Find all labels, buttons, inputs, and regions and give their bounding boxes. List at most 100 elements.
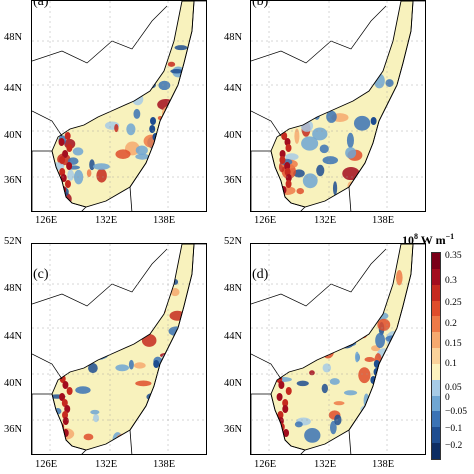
cool-anomaly <box>72 147 84 156</box>
warm-anomaly <box>282 405 289 413</box>
colorbar-segment <box>432 332 440 349</box>
coastline <box>51 244 195 451</box>
cool-anomaly <box>385 79 394 87</box>
warm-anomaly <box>62 417 69 425</box>
colorbar-label: 0.2 <box>445 319 457 329</box>
unit-base: 10 <box>402 233 414 247</box>
warm-anomaly <box>62 411 69 419</box>
cool-anomaly <box>346 132 354 149</box>
warm-anomaly <box>284 138 291 146</box>
colorbar-segment <box>432 363 440 381</box>
lat-tick-36n-d: 36N <box>224 424 243 435</box>
warm-anomaly <box>83 433 94 441</box>
lat-tick-40n-c: 40N <box>4 378 23 389</box>
warm-anomaly <box>276 393 283 401</box>
land-area <box>251 244 401 394</box>
lat-tick-48n-b: 48N <box>224 32 243 43</box>
cool-anomaly <box>332 181 338 196</box>
warm-anomaly <box>66 144 73 152</box>
cool-anomaly <box>88 363 98 374</box>
lon-tick-126e-a: 126E <box>35 215 58 226</box>
panel-label-b: (b) <box>252 0 269 9</box>
warm-anomaly <box>309 370 315 376</box>
warm-anomaly <box>61 399 68 407</box>
map-svg <box>32 244 206 454</box>
cool-anomaly <box>321 383 329 394</box>
land-area <box>251 1 401 151</box>
cool-anomaly <box>150 117 157 125</box>
warm-anomaly <box>285 387 292 395</box>
cool-anomaly <box>126 123 136 136</box>
cool-anomaly <box>343 390 358 396</box>
warm-anomaly <box>96 168 107 183</box>
warm-anomaly <box>59 168 66 176</box>
lon-tick-138e-d: 138E <box>372 459 395 470</box>
cool-anomaly <box>329 378 340 385</box>
cool-anomaly <box>294 421 303 428</box>
lon-tick-138e-a: 138E <box>153 215 176 226</box>
lat-tick-48n-c: 48N <box>4 283 23 294</box>
colorbar-segment <box>432 253 440 270</box>
colorbar-label: 0.1 <box>445 359 457 369</box>
cool-anomaly <box>296 380 309 387</box>
lat-tick-44n-c: 44N <box>4 331 23 342</box>
cool-anomaly <box>322 156 339 165</box>
warm-anomaly <box>364 356 375 362</box>
lon-tick-126e-b: 126E <box>254 215 277 226</box>
coastline <box>270 1 414 208</box>
warm-anomaly <box>296 187 304 195</box>
warm-anomaly <box>86 169 92 178</box>
lat-tick-40n-b: 40N <box>224 130 243 141</box>
sea-area <box>271 1 413 207</box>
warm-anomaly <box>62 150 69 158</box>
colorbar-segment <box>432 284 440 302</box>
colorbar-segment <box>432 443 440 460</box>
warm-anomaly <box>167 61 176 67</box>
cool-anomaly <box>304 428 321 443</box>
warm-anomaly <box>285 144 292 152</box>
warm-anomaly <box>114 124 119 133</box>
colorbar-label: −0.1 <box>445 424 463 434</box>
lon-tick-138e-b: 138E <box>372 215 395 226</box>
colorbar <box>431 252 441 460</box>
cool-anomaly <box>326 110 337 123</box>
cool-anomaly <box>119 435 132 441</box>
warm-anomaly <box>285 180 292 188</box>
cool-anomaly <box>75 386 91 394</box>
cool-anomaly <box>302 173 318 189</box>
cool-anomaly <box>316 164 325 177</box>
panel-label-a: (a) <box>33 0 49 9</box>
colorbar-label: 0 <box>445 393 450 403</box>
lat-tick-40n-d: 40N <box>224 378 243 389</box>
coastline <box>270 244 414 451</box>
lon-tick-126e-d: 126E <box>254 459 277 470</box>
colorbar-segment <box>432 268 440 286</box>
cool-anomaly <box>174 45 188 51</box>
colorbar-label: 0.3 <box>445 276 457 286</box>
warm-anomaly <box>282 399 289 407</box>
cool-anomaly <box>153 360 160 368</box>
cool-anomaly <box>133 108 141 119</box>
cool-anomaly <box>89 159 95 171</box>
lon-tick-138e-c: 138E <box>153 459 176 470</box>
colorbar-segment <box>432 300 440 317</box>
colorbar-unit: 108 W m−1 <box>402 232 454 248</box>
map-panel-a <box>31 0 207 212</box>
warm-anomaly <box>133 362 146 369</box>
cool-anomaly <box>92 163 110 170</box>
unit-rest-exp: −1 <box>445 232 455 241</box>
cool-anomaly <box>90 409 100 415</box>
unit-rest: W m <box>418 233 446 247</box>
panel-label-c: (c) <box>33 267 49 282</box>
colorbar-label: 0.15 <box>445 339 462 349</box>
cool-anomaly <box>329 420 337 435</box>
warm-anomaly <box>64 180 71 188</box>
colorbar-label: 0.05 <box>445 383 462 393</box>
unit-exp: 8 <box>414 232 418 241</box>
cool-anomaly <box>345 147 357 159</box>
cool-anomaly <box>128 359 134 370</box>
lat-tick-36n-a: 36N <box>4 175 23 186</box>
colorbar-segment <box>432 348 440 365</box>
lon-tick-132e-c: 132E <box>95 459 118 470</box>
colorbar-segment <box>432 411 440 428</box>
